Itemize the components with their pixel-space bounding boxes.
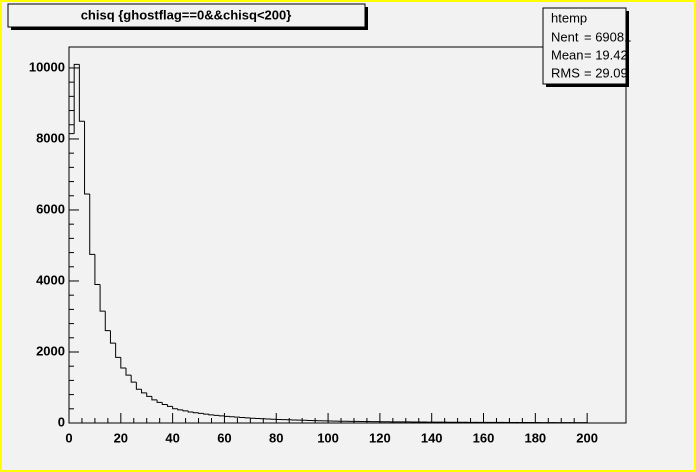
histogram-bin (172, 406, 178, 410)
x-tick-label: 140 (421, 430, 443, 445)
histogram-bin (213, 414, 220, 416)
histogram-bin (99, 284, 106, 312)
histogram-bin (177, 408, 183, 411)
stats-label: Mean (551, 47, 584, 62)
x-tick-label: 80 (269, 430, 283, 445)
stats-value: = 19.42 (584, 47, 628, 62)
x-tick-label: 160 (473, 430, 495, 445)
x-tick-label: 20 (114, 430, 128, 445)
histogram-bin (208, 414, 215, 416)
histogram-bin (115, 343, 121, 358)
histogram-bin (125, 367, 132, 376)
histogram-bin (94, 254, 101, 286)
chart-title: chisq {ghostflag==0&&chisq<200} (81, 7, 292, 22)
stats-box (542, 7, 627, 85)
histogram-bin (192, 411, 199, 414)
y-tick-label: 2000 (36, 343, 65, 358)
histogram-bin (218, 415, 225, 417)
histogram-bin (78, 64, 85, 122)
histogram-bin (73, 63, 80, 134)
histogram-bin (68, 133, 75, 423)
x-tick-label: 180 (524, 430, 546, 445)
y-tick-label: 8000 (36, 130, 65, 145)
title-box (7, 3, 366, 28)
histogram-bin (223, 415, 230, 417)
histogram-bin (203, 413, 209, 415)
y-tick-label: 0 (58, 414, 65, 429)
histogram-bin (187, 410, 194, 413)
histogram-bin (182, 409, 189, 412)
y-tick-label: 10000 (29, 59, 65, 74)
stats-label: RMS (551, 65, 580, 80)
x-tick-label: 40 (165, 430, 179, 445)
plot-frame (68, 46, 627, 424)
x-tick-label: 60 (217, 430, 231, 445)
histogram-bin (109, 330, 116, 344)
x-tick-label: 100 (317, 430, 339, 445)
histogram-bin (84, 121, 90, 195)
histogram-bin (89, 193, 95, 255)
histogram-bin (198, 412, 204, 414)
histogram-bin (161, 402, 168, 406)
stats-value: = 29.09 (584, 65, 628, 80)
y-tick-label: 6000 (36, 201, 65, 216)
x-tick-label: 0 (65, 430, 72, 445)
histogram-bin (130, 375, 137, 383)
x-tick-label: 200 (576, 430, 598, 445)
histogram-bin (156, 399, 163, 403)
stats-value: = 69081 (584, 29, 631, 44)
stats-label: Nent (551, 29, 579, 44)
stats-name: htemp (551, 10, 587, 25)
histogram-bin (120, 357, 126, 369)
histogram-bin (166, 404, 173, 407)
y-tick-label: 4000 (36, 272, 65, 287)
histogram-bin (151, 396, 158, 401)
histogram-bin (135, 382, 142, 390)
histogram-bin (146, 392, 152, 397)
histogram-bin (104, 311, 111, 332)
histogram-bin (141, 389, 147, 394)
x-tick-label: 120 (369, 430, 391, 445)
